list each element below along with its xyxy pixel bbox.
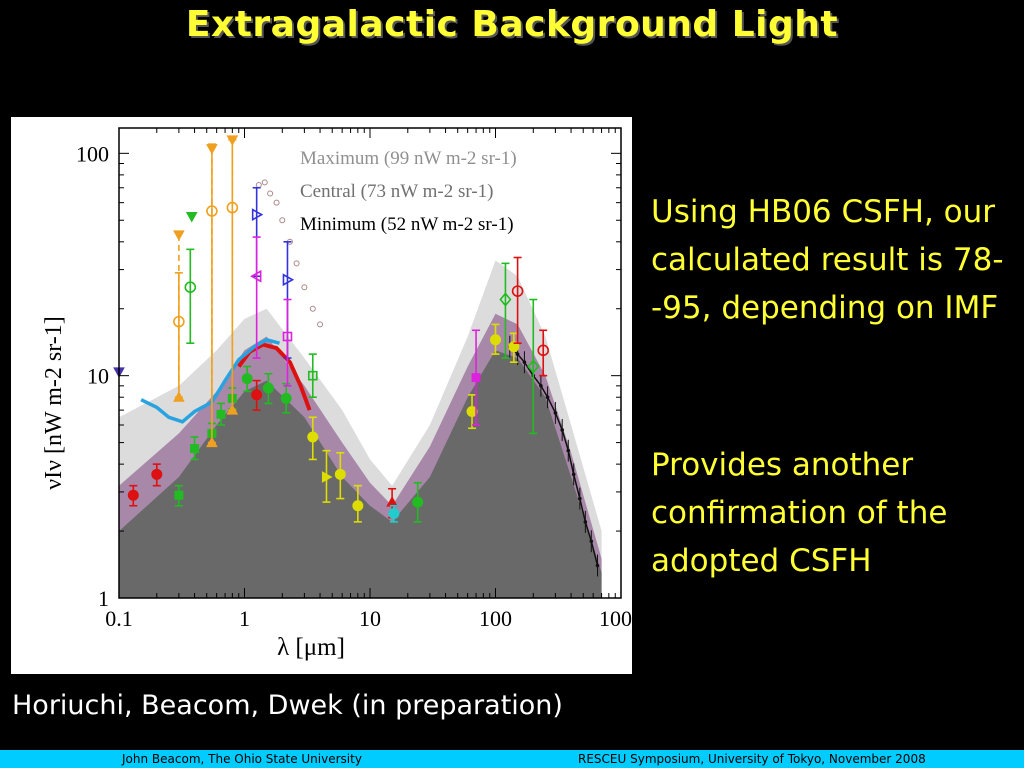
trail-point <box>267 190 274 197</box>
data-marker <box>412 496 424 508</box>
data-marker <box>352 500 364 512</box>
data-marker <box>173 391 185 402</box>
cobe-point <box>566 448 571 453</box>
data-marker <box>499 292 512 307</box>
cobe-point <box>560 428 565 432</box>
data-marker <box>206 205 218 217</box>
cobe-point <box>589 539 594 544</box>
credit-line: Horiuchi, Beacom, Dwek (in preparation) <box>12 690 563 721</box>
data-marker <box>251 208 264 221</box>
measurement-points <box>113 135 600 577</box>
bullet-text-1: Using HB06 CSFH, our calculated result i… <box>651 194 1004 326</box>
trail-point <box>309 305 316 312</box>
chart-svg: 0.11101001000110100 Maximum (99 nW m-2 s… <box>41 127 632 661</box>
data-marker <box>307 370 318 381</box>
footer-right: RESCEU Symposium, University of Tokyo, N… <box>578 752 926 766</box>
y-tick-label: 10 <box>87 364 109 389</box>
data-marker <box>307 431 319 443</box>
data-marker <box>471 373 481 383</box>
cobe-spectrum-line <box>509 346 599 566</box>
limit-marker <box>226 135 239 146</box>
bullet-text-2: Provides another confirmation of the ado… <box>651 447 948 579</box>
y-axis-label: νIν [nW m-2 sr-1] <box>41 316 67 489</box>
footer-left: John Beacom, The Ohio State University <box>122 752 362 766</box>
cobe-point <box>571 472 576 477</box>
y-tick-label: 1 <box>98 586 109 611</box>
data-marker <box>388 507 400 519</box>
data-marker <box>151 468 163 480</box>
chart-legend: Maximum (99 nW m-2 sr-1) Central (73 nW … <box>300 148 517 235</box>
model-bands <box>119 260 602 598</box>
x-axis-label: λ [μm] <box>277 634 345 661</box>
data-marker <box>127 489 139 501</box>
cobe-point <box>553 411 558 415</box>
data-marker <box>334 468 346 480</box>
data-marker <box>250 269 262 283</box>
trail-point <box>261 179 268 186</box>
data-marker <box>216 409 226 419</box>
trail-point <box>317 321 324 328</box>
legend-max: Maximum (99 nW m-2 sr-1) <box>300 148 517 169</box>
trail-point <box>293 260 300 267</box>
x-tick-label: 1 <box>239 606 250 631</box>
data-marker <box>184 281 197 293</box>
data-marker <box>466 405 478 417</box>
x-tick-label: 10 <box>359 606 381 631</box>
band-min <box>119 350 602 598</box>
data-marker <box>282 273 295 287</box>
data-marker <box>527 359 540 374</box>
trail-point <box>279 217 286 224</box>
cobe-point <box>522 360 527 364</box>
data-marker <box>537 344 550 357</box>
data-marker <box>321 471 333 483</box>
data-marker <box>226 201 239 214</box>
legend-central: Central (73 nW m-2 sr-1) <box>300 181 493 202</box>
cobe-point <box>583 520 588 524</box>
limit-marker <box>206 144 218 155</box>
cobe-point <box>539 384 543 388</box>
limit-marker <box>173 230 185 241</box>
y-tick-label: 100 <box>76 141 109 166</box>
data-marker <box>280 392 292 404</box>
data-marker <box>490 334 501 346</box>
data-marker <box>508 341 520 353</box>
data-marker <box>282 331 293 342</box>
data-marker <box>190 444 200 454</box>
cobe-point <box>545 395 550 400</box>
trail-point <box>255 182 262 189</box>
x-tick-label: 0.1 <box>105 606 133 631</box>
x-tick-label: 100 <box>479 606 512 631</box>
footer-bar: John Beacom, The Ohio State University R… <box>0 750 1024 768</box>
data-marker <box>251 389 263 401</box>
trail-point <box>273 199 280 206</box>
trail-point <box>301 284 308 291</box>
data-marker <box>262 382 274 394</box>
data-marker <box>241 373 253 385</box>
limit-marker <box>185 211 198 223</box>
data-marker <box>511 285 524 297</box>
cobe-point <box>515 352 520 356</box>
cobe-point <box>595 563 600 568</box>
legend-min: Minimum (52 nW m-2 sr-1) <box>300 214 514 235</box>
data-marker <box>174 490 184 500</box>
data-marker <box>226 404 239 415</box>
data-marker <box>173 315 185 328</box>
data-marker <box>206 436 218 448</box>
x-tick-label: 1000 <box>599 606 632 631</box>
slide-title: Extragalactic Background Light <box>185 4 839 45</box>
cobe-point <box>578 496 582 501</box>
axes: 0.11101001000110100 <box>76 128 632 631</box>
